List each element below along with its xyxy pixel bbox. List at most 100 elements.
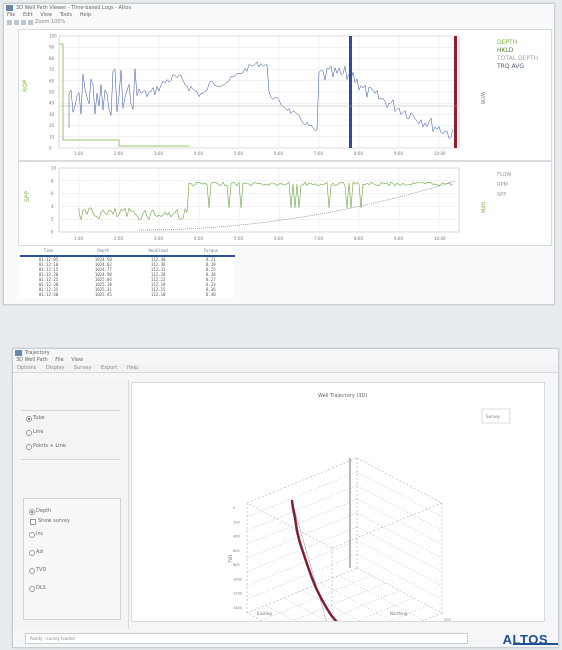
col-time[interactable]: Time [43,248,54,253]
view-option-line[interactable]: Line [13,425,128,439]
checkbox-icon[interactable] [30,519,36,525]
box-edge [350,612,443,650]
tab-export[interactable]: Export [100,365,118,371]
group-option-tvd[interactable]: TVD [24,561,120,579]
col-torque[interactable]: Torque [203,248,219,253]
group-option-azi[interactable]: Azi [24,543,120,561]
radio-icon[interactable] [29,509,35,515]
show-survey-checkbox[interactable]: Show survey [24,517,120,525]
y-tick-label: 70 [49,67,55,72]
y-tick-label: 100 [49,34,57,39]
tab-help[interactable]: Help [126,365,139,371]
view-option-tube[interactable]: Tube [13,411,128,425]
menu-file-2[interactable]: File [55,357,64,363]
table-cell: 8.21 [206,257,216,262]
group-option-label: TVD [36,567,47,573]
group-option-dls[interactable]: DLS [24,579,120,597]
marker-bar [349,36,352,148]
tab-display[interactable]: Display [45,365,65,371]
wall-gridline [356,526,443,572]
group-option-inc[interactable]: Inc [24,525,120,543]
tab-options[interactable]: Options [17,365,37,371]
x-tick-label: 1:00 [74,151,83,156]
menu-edit[interactable]: Edit [22,12,33,18]
wall-gridline [356,540,443,586]
menu-view[interactable]: View [40,12,53,18]
print-icon[interactable] [21,20,26,25]
table-cell: 8.27 [206,277,216,282]
window-subtitle: 3D Well Path [16,357,48,363]
table-row[interactable]: 01:12:15 1024.77 112.31 8.25 [20,267,235,272]
radio-icon[interactable] [26,430,32,436]
table-cell: 1024.62 [94,262,112,267]
checkbox-label: Show survey [38,518,70,524]
trajectory-3d-plot[interactable]: Well Trajectory (3D) Survey 0 200 400 600 800 1… [132,383,544,650]
table-cell: 01:12:20 [38,272,59,277]
z-tick-label: 1200 [233,592,242,596]
y-tick-label: 30 [49,112,55,117]
table-cell: 112.15 [150,287,166,292]
save-icon[interactable] [14,20,19,25]
col-depth[interactable]: Depth [97,248,110,253]
well-trajectory[interactable] [290,499,342,627]
wall-gridline [356,512,443,559]
table-row[interactable]: 01:12:30 1025.18 112.19 8.33 [20,282,235,287]
legend-entry: HKLD [497,47,514,54]
x-tick-label: 5:00 [234,236,243,241]
box-edge [356,457,443,504]
right-axis-label: WOB [479,92,485,105]
legend-label: Survey [486,414,501,419]
wall-gridline [246,471,358,517]
tab-survey[interactable]: Survey [73,365,92,371]
y-tick-label: 10 [51,166,57,171]
menu-view-2[interactable]: View [71,357,84,363]
radio-icon[interactable] [26,416,32,422]
table-cell: 112.28 [150,272,166,277]
projection-line [291,500,335,650]
table-row[interactable]: 01:12:25 1025.04 112.22 8.27 [20,277,235,282]
table-cell: 1025.04 [94,277,112,282]
floor-gridline [275,582,386,629]
radio-icon[interactable] [29,568,35,574]
radio-icon[interactable] [26,444,32,450]
open-icon[interactable] [7,20,12,25]
z-tick-label: 200 [233,520,240,524]
x-tick-label: 5:00 [234,151,243,156]
y-tick-label: 2 [51,217,54,222]
view-option-points-line[interactable]: Points + Line [13,439,128,453]
lower-log-chart[interactable]: 10 8 6 4 2 0 1:00 2:00 3:00 4:00 5:00 6:00 7:00 8:00 9… [19,162,551,245]
radio-icon[interactable] [29,532,35,538]
menu-file[interactable]: File [7,12,16,18]
window-titlebar: 3D Well Path Viewer - Time-based Logs - … [4,4,554,12]
floor-gridline [318,605,428,650]
table-row[interactable]: 01:12:35 1025.31 112.15 8.36 [20,287,235,292]
table-row[interactable]: 01:12:40 1025.45 112.10 8.40 [20,292,235,297]
floor-gridline [265,605,350,650]
x-tick-label: 8:00 [354,236,363,241]
x-tick-label: 200 [444,618,451,621]
menu-tools[interactable]: Tools [59,12,73,18]
table-row[interactable]: 01:12:20 1024.90 112.28 8.30 [20,272,235,277]
menu-bar: File Edit View Tools Help [4,12,554,19]
wall-gridline [356,554,443,600]
table-cell: 01:12:05 [38,257,59,262]
radio-icon[interactable] [29,550,35,556]
col-hookload[interactable]: Hookload [148,248,168,253]
radio-icon[interactable] [29,586,35,592]
floor-gridline [289,590,400,636]
menu-help[interactable]: Help [79,12,92,18]
y-tick-label: 90 [49,45,55,50]
table-row[interactable]: 01:12:05 1024.50 112.40 8.21 [20,256,235,262]
table-cell: 112.22 [150,277,166,282]
window-title-2: Trajectory [25,350,50,356]
group-option-depth[interactable]: Depth [24,505,120,517]
legend-box [481,408,511,424]
box-edge [246,457,358,504]
table-cell: 1025.45 [94,292,112,297]
y-tick-label: 6 [51,191,54,196]
table-row[interactable]: 01:12:10 1024.62 112.36 8.19 [20,262,235,267]
floor-gridline [320,582,406,629]
table-cell: 1025.31 [94,287,112,292]
zoom-icon[interactable] [28,20,33,25]
